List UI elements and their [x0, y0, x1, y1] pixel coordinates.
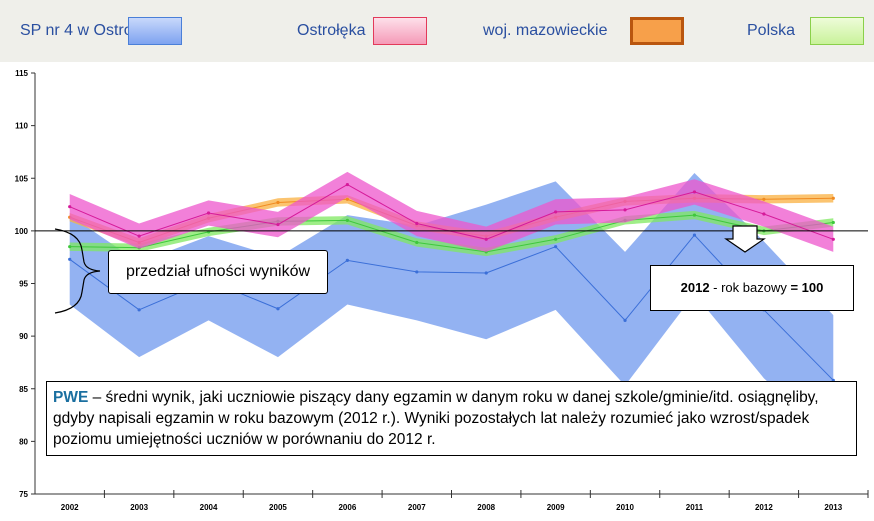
legend-swatch — [128, 17, 182, 45]
legend-swatch — [630, 17, 684, 45]
brace — [54, 228, 101, 314]
y-tick-label: 75 — [19, 490, 28, 499]
point — [831, 237, 835, 241]
point — [831, 220, 835, 225]
point — [68, 205, 72, 209]
legend-swatch — [373, 17, 427, 45]
pwe-note: PWE – średni wynik, jaki uczniowie piszą… — [46, 381, 857, 456]
point — [762, 212, 766, 216]
x-tick-label: 2010 — [616, 503, 634, 512]
annotation: – średni wynik, jaki uczniowie piszący d… — [53, 389, 819, 448]
point — [345, 218, 349, 222]
point — [68, 257, 72, 261]
x-tick-label: 2011 — [686, 503, 704, 512]
confidence-label: przedział ufności wyników — [108, 250, 328, 294]
point — [554, 237, 558, 241]
confidence-band — [69, 194, 834, 247]
point — [345, 182, 349, 187]
y-tick-label: 95 — [19, 280, 28, 289]
annotation: - rok bazowy — [709, 280, 791, 295]
annotation: przedział ufności wyników — [125, 263, 311, 280]
legend-label: SP nr 4 w Ostrołęce — [20, 22, 162, 39]
x-tick-label: 2005 — [269, 503, 287, 512]
series-line — [69, 183, 834, 240]
point — [137, 234, 141, 238]
point — [415, 270, 419, 274]
confidence-band — [69, 171, 834, 252]
x-tick-label: 2008 — [477, 503, 495, 512]
x-tick-label: 2006 — [338, 503, 356, 512]
point — [762, 197, 766, 201]
point — [276, 222, 280, 227]
x-tick-label: 2007 — [408, 503, 426, 512]
y-tick-label: 90 — [19, 332, 28, 341]
point — [345, 197, 349, 201]
y-tick-label: 85 — [19, 385, 28, 394]
base-year-label: 2012 - rok bazowy = 100 — [650, 265, 854, 311]
arrow — [724, 225, 766, 253]
point — [484, 271, 488, 275]
legend-label: Polska — [747, 22, 796, 39]
legend-label: Ostrołęka — [297, 22, 366, 39]
point — [415, 221, 419, 226]
point — [692, 233, 697, 237]
x-tick-label: 2003 — [130, 503, 148, 512]
legend-label: woj. mazowieckie — [483, 22, 608, 39]
confidence-band — [69, 172, 834, 442]
point — [554, 210, 558, 214]
point — [415, 240, 419, 245]
point — [276, 307, 280, 311]
x-tick-label: 2002 — [61, 503, 79, 512]
y-tick-label: 115 — [15, 69, 28, 78]
y-tick-label: 100 — [15, 227, 29, 236]
point — [831, 196, 835, 200]
point — [68, 245, 72, 249]
legend-swatch — [810, 17, 864, 45]
point — [623, 318, 627, 322]
annotation: = 100 — [790, 280, 824, 295]
point — [554, 245, 558, 249]
y-tick-label: 110 — [15, 122, 28, 131]
annotation: PWE — [53, 389, 89, 406]
series-line — [69, 214, 834, 253]
point — [345, 258, 349, 262]
point — [484, 237, 488, 241]
point — [692, 190, 697, 194]
x-tick-label: 2004 — [200, 503, 218, 512]
y-tick-label: 80 — [19, 437, 28, 446]
x-tick-label: 2013 — [824, 503, 842, 512]
point — [206, 211, 211, 215]
x-tick-label: 2009 — [547, 503, 565, 512]
point — [623, 208, 627, 212]
point — [276, 200, 280, 205]
x-tick-label: 2012 — [755, 503, 773, 512]
point — [137, 308, 141, 312]
y-tick-label: 105 — [15, 174, 29, 183]
point — [692, 213, 697, 217]
annotation: 2012 — [680, 280, 710, 295]
